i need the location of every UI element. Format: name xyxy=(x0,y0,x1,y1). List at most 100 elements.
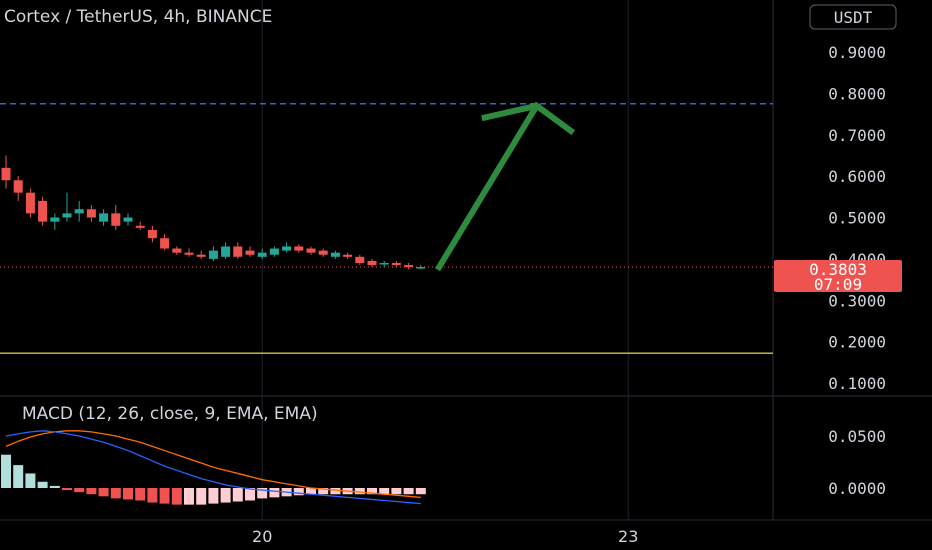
macd-histogram-bar xyxy=(196,488,207,505)
candle-body xyxy=(208,250,218,259)
y-tick-label: 0.7000 xyxy=(828,126,886,145)
candle-body xyxy=(196,254,206,257)
macd-histogram-bar xyxy=(74,488,85,493)
candle-body xyxy=(147,229,157,239)
macd-histogram-bar xyxy=(245,488,255,501)
macd-histogram-bar xyxy=(49,485,60,488)
candle-body xyxy=(62,213,72,218)
macd-histogram-bar xyxy=(135,488,146,501)
macd-histogram-bar xyxy=(232,488,243,502)
macd-y-tick-label: 0.0500 xyxy=(828,427,886,446)
y-tick-label: 0.6000 xyxy=(828,167,886,186)
macd-histogram-bar xyxy=(220,488,231,503)
candle-body xyxy=(99,213,109,222)
candle-body xyxy=(294,246,304,251)
price-badge-value: 0.3803 xyxy=(809,260,867,279)
candle-body xyxy=(306,248,316,253)
candle-body xyxy=(355,256,365,264)
macd-line xyxy=(5,430,421,505)
macd-histogram-bar xyxy=(269,488,280,498)
x-tick-label: 20 xyxy=(252,527,272,546)
candle-body xyxy=(379,263,389,265)
currency-badge-box xyxy=(809,4,897,30)
x-tick-label: 23 xyxy=(618,527,638,546)
y-tick-label: 0.3000 xyxy=(828,291,886,310)
candle-body xyxy=(38,200,48,222)
candle-body xyxy=(404,265,414,268)
candle-body xyxy=(257,252,267,257)
arrow-head xyxy=(481,102,576,136)
macd-histogram-bar xyxy=(13,465,24,488)
macd-histogram-bar xyxy=(208,488,219,504)
macd-histogram-bar xyxy=(293,488,304,496)
macd-histogram-bar xyxy=(354,488,365,495)
candle-body xyxy=(269,248,279,255)
arrow-shaft xyxy=(434,101,541,272)
price-badge-box xyxy=(774,260,902,292)
candle-body xyxy=(160,238,170,249)
macd-y-tick-label: 0.0000 xyxy=(828,479,886,498)
macd-histogram-bar xyxy=(367,488,377,495)
candle-body xyxy=(330,252,340,257)
candle-body xyxy=(391,263,401,266)
price-badge: 0.3803 07:09 xyxy=(774,260,902,294)
candle-body xyxy=(343,254,353,257)
macd-histogram-bar xyxy=(318,488,329,495)
macd-histogram-bar xyxy=(1,454,11,488)
macd-histogram-bar xyxy=(391,488,402,495)
currency-badge[interactable]: USDT xyxy=(809,4,897,30)
macd-histogram-bar xyxy=(62,488,72,491)
macd-histogram-bar xyxy=(159,488,170,504)
y-tick-label: 0.2000 xyxy=(828,333,886,352)
macd-histogram-bar xyxy=(379,488,390,495)
candle-body xyxy=(111,213,121,226)
macd-histogram-bar xyxy=(415,488,426,495)
price-axis: 20 230.90000.80000.70000.60000.50000.4000… xyxy=(252,43,886,546)
candle-body xyxy=(367,260,377,266)
y-tick-label: 0.9000 xyxy=(828,43,886,62)
macd-histogram-bar xyxy=(123,488,133,500)
macd-label: MACD (12, 26, close, 9, EMA, EMA) xyxy=(22,404,318,424)
macd-pane xyxy=(1,430,426,505)
price-badge-countdown: 07:09 xyxy=(814,275,862,294)
arrow-annotation xyxy=(434,101,576,272)
chart-title: Cortex / TetherUS, 4h, BINANCE xyxy=(4,7,272,27)
macd-histogram-bar xyxy=(37,481,48,488)
candle-body xyxy=(1,167,11,181)
macd-histogram-bar xyxy=(86,488,97,495)
candle-body xyxy=(233,246,243,257)
macd-histogram-bar xyxy=(171,488,182,505)
macd-histogram-bar xyxy=(98,488,109,497)
candle-body xyxy=(13,180,23,193)
candles xyxy=(1,155,426,270)
candle-body xyxy=(25,192,35,214)
candle-body xyxy=(74,209,84,214)
candle-body xyxy=(184,252,194,255)
candle-body xyxy=(135,225,145,228)
candle-body xyxy=(416,267,426,269)
candle-body xyxy=(172,248,182,253)
macd-histogram-bar xyxy=(403,488,414,495)
candle-body xyxy=(123,217,133,222)
macd-histogram-bar xyxy=(330,488,341,495)
price-lines xyxy=(0,102,773,354)
candle-body xyxy=(245,250,255,255)
y-tick-label: 0.5000 xyxy=(828,209,886,228)
macd-histogram-bar xyxy=(184,488,194,505)
candle-body xyxy=(318,250,328,255)
y-tick-label: 0.1000 xyxy=(828,374,886,393)
grid xyxy=(0,0,932,521)
macd-histogram-bar xyxy=(147,488,158,503)
macd-histogram-bar xyxy=(306,488,316,495)
candle-body xyxy=(86,209,96,218)
macd-histogram-bar xyxy=(25,473,36,488)
macd-histogram-bar xyxy=(257,488,268,499)
candle-body xyxy=(221,246,231,257)
candle-body xyxy=(50,217,60,222)
macd-histogram-bar xyxy=(110,488,121,499)
currency-label: USDT xyxy=(834,8,873,27)
candle-body xyxy=(282,246,292,251)
y-tick-label: 0.8000 xyxy=(828,84,886,103)
macd-signal-line xyxy=(5,430,421,499)
